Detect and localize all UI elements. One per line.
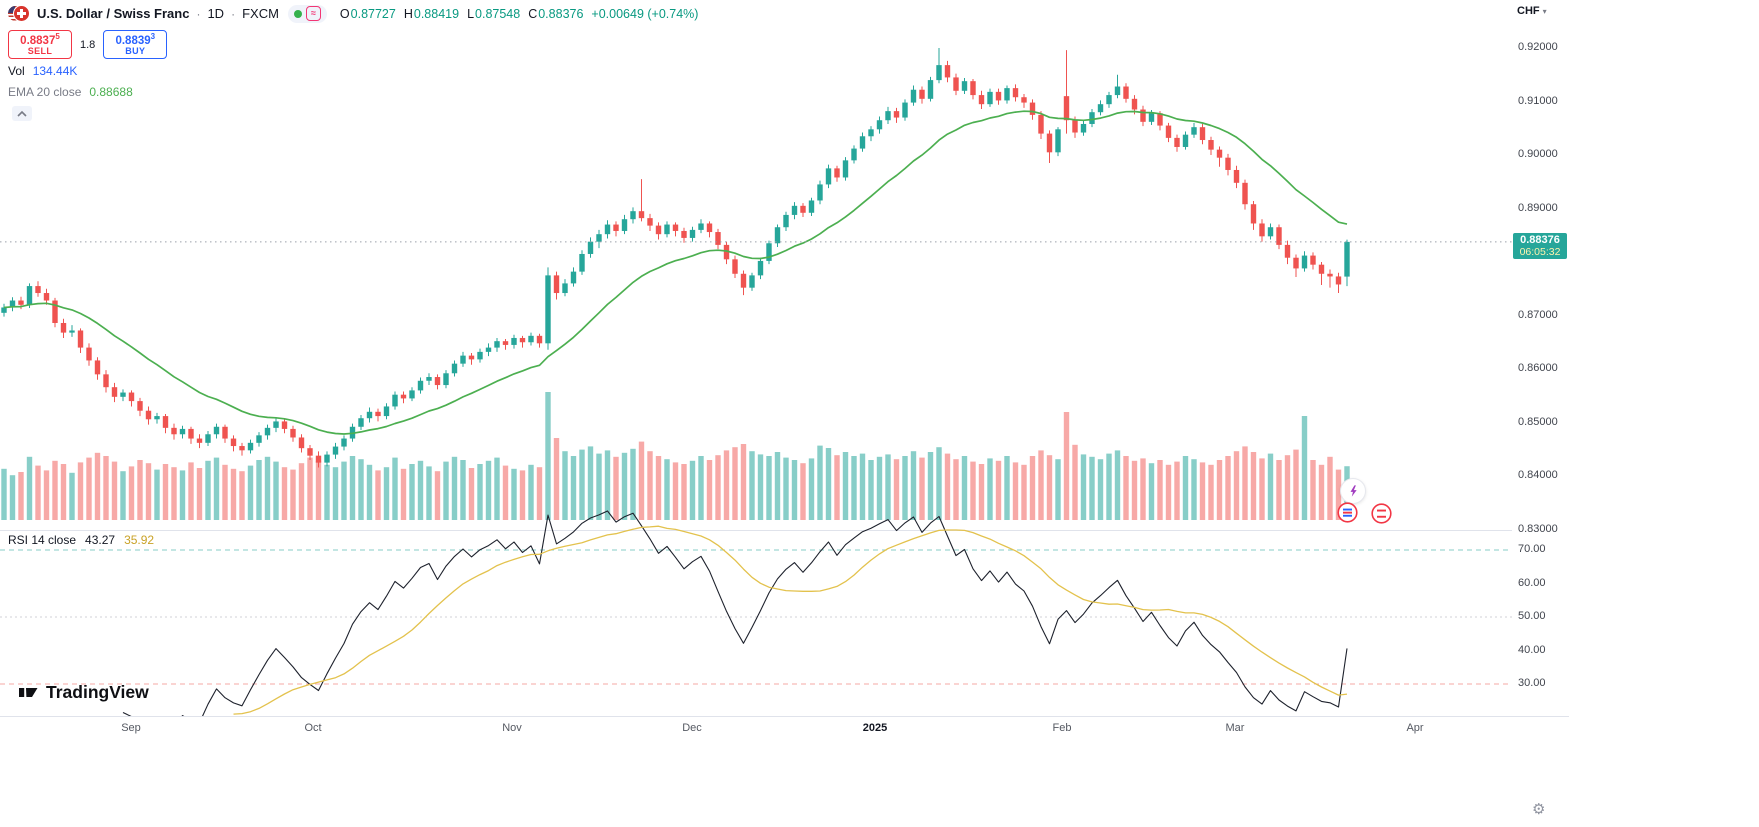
time-axis-label: Sep	[121, 722, 141, 734]
market-open-dot-icon	[293, 9, 302, 18]
time-axis[interactable]: Sep Oct Nov Dec 2025 Feb Mar Apr	[0, 716, 1569, 741]
current-price-value: 0.88376	[1520, 233, 1560, 246]
title-separator: ·	[196, 6, 201, 21]
rsi-axis-label: 30.00	[1518, 677, 1546, 689]
price-axis-label: 0.87000	[1518, 308, 1558, 321]
economic-event-icon[interactable]	[1337, 502, 1358, 528]
rsi-legend[interactable]: RSI 14 close 43.27 35.92	[8, 533, 154, 547]
settings-gear-icon[interactable]: ⚙	[1532, 800, 1546, 818]
right-panel	[1569, 0, 1759, 827]
timeframe-label[interactable]: 1D	[207, 6, 225, 21]
chevron-up-icon	[17, 110, 27, 117]
time-axis-label: Oct	[304, 722, 322, 734]
ema-label: EMA 20 close	[8, 85, 82, 99]
time-axis-label: Apr	[1406, 722, 1424, 734]
economic-event-icon[interactable]	[1371, 503, 1392, 529]
chart-canvas[interactable]	[0, 0, 1512, 716]
price-axis-label: 0.83000	[1518, 522, 1558, 535]
event-lightning-button[interactable]	[1340, 478, 1366, 504]
exchange-label[interactable]: FXCM	[242, 6, 279, 21]
low-value: 0.87548	[475, 6, 521, 21]
chevron-down-icon: ▾	[1542, 6, 1547, 16]
price-axis[interactable]: CHF ▾ 0.88376 06:05:32 0.92000 0.91000 0.9…	[1512, 0, 1569, 716]
high-label: H	[403, 6, 413, 21]
bar-countdown: 06:05:32	[1519, 245, 1561, 258]
title-separator: ·	[231, 6, 236, 21]
low-label: L	[467, 6, 475, 21]
ema-legend[interactable]: EMA 20 close 0.88688	[8, 85, 133, 99]
collapse-legend-button[interactable]	[12, 106, 32, 121]
volume-value: 134.44K	[32, 64, 78, 78]
symbol-title[interactable]: U.S. Dollar / Swiss Franc	[37, 6, 190, 21]
rsi-axis-label: 40.00	[1518, 643, 1546, 656]
volume-legend[interactable]: Vol 134.44K	[8, 64, 77, 78]
sell-button[interactable]: 0.88375 SELL	[8, 30, 72, 59]
time-axis-label: 2025	[862, 722, 888, 734]
currency-label: CHF	[1517, 5, 1540, 17]
price-axis-label: 0.84000	[1518, 469, 1558, 481]
rsi-ma-value: 35.92	[124, 533, 155, 547]
swiss-flag-icon	[14, 6, 29, 21]
price-axis-label: 0.85000	[1518, 415, 1558, 428]
time-axis-label: Feb	[1052, 722, 1072, 734]
open-value: 0.87727	[350, 6, 396, 21]
buy-label: BUY	[125, 45, 146, 56]
close-value: 0.88376	[538, 6, 584, 21]
price-axis-label: 0.89000	[1518, 201, 1558, 214]
rsi-axis-label: 60.00	[1518, 576, 1546, 589]
market-status-pill[interactable]: ≈	[287, 4, 327, 23]
open-label: O	[339, 6, 350, 21]
tradingview-logo-text: TradingView	[46, 682, 149, 702]
buy-price-sup: 3	[150, 31, 156, 41]
ohlc-readout: O 0.87727 H 0.88419 L 0.87548 C 0.88376 +0.0…	[340, 7, 699, 21]
rsi-axis-label: 70.00	[1518, 543, 1546, 555]
high-value: 0.88419	[413, 6, 460, 21]
price-axis-label: 0.90000	[1518, 148, 1558, 160]
chart-pane[interactable]: U.S. Dollar / Swiss Franc · 1D · FXCM ≈ …	[0, 0, 1512, 716]
close-label: C	[528, 6, 538, 21]
volume-label: Vol	[8, 64, 25, 78]
spread-value: 1.8	[80, 38, 96, 51]
symbol-pair-flags-icon[interactable]	[8, 5, 30, 22]
price-axis-label: 0.86000	[1518, 362, 1558, 374]
symbol-legend: U.S. Dollar / Swiss Franc · 1D · FXCM ≈ …	[8, 4, 698, 23]
time-axis-label: Nov	[502, 722, 522, 734]
ideas-wave-icon: ≈	[305, 6, 321, 21]
tradingview-logo[interactable]: TradingView	[18, 682, 149, 703]
price-axis-label: 0.92000	[1518, 41, 1558, 53]
tradingview-logo-icon	[19, 688, 38, 697]
sell-price-sup: 5	[55, 31, 60, 41]
change-value: +0.00649 (+0.74%)	[591, 6, 699, 21]
buy-price: 0.8839	[115, 34, 151, 47]
ema-value: 0.88688	[89, 85, 133, 99]
lightning-icon	[1350, 485, 1357, 497]
buy-button[interactable]: 0.88393 BUY	[103, 30, 168, 59]
time-axis-label: Mar	[1225, 722, 1245, 734]
trade-buttons: 0.88375 SELL 1.8 0.88393 BUY	[8, 30, 168, 59]
sell-price: 0.8837	[20, 34, 56, 47]
sell-label: SELL	[27, 45, 53, 56]
rsi-value: 43.27	[85, 533, 116, 547]
time-axis-label: Dec	[682, 722, 702, 734]
currency-selector[interactable]: CHF ▾	[1517, 5, 1547, 17]
current-price-label: 0.88376 06:05:32	[1513, 232, 1567, 259]
rsi-label: RSI 14 close	[8, 533, 77, 547]
rsi-axis-label: 50.00	[1518, 610, 1546, 622]
price-axis-label: 0.91000	[1518, 94, 1558, 107]
